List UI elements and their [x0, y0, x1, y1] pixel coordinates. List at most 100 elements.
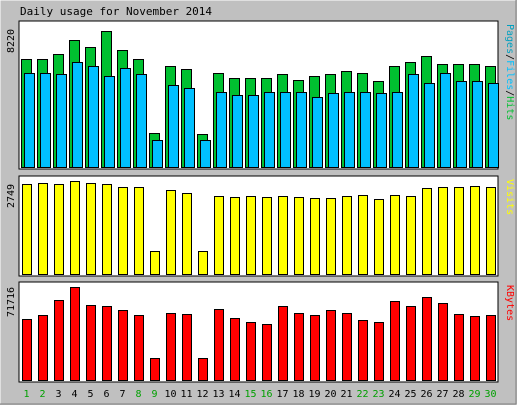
- legend-part: KBytes: [504, 285, 515, 321]
- visits-bar: [54, 184, 64, 275]
- files-bar: [408, 74, 419, 168]
- legend-part: Hits: [504, 96, 515, 120]
- x-tick-label: 20: [324, 389, 336, 400]
- kbytes-bar: [342, 313, 352, 381]
- kbytes-bar: [54, 300, 64, 381]
- kbytes-bar: [134, 315, 144, 381]
- visits-bar: [374, 199, 384, 275]
- files-bar: [264, 92, 275, 168]
- legend-part: /: [504, 54, 515, 60]
- visits-bar: [358, 195, 368, 275]
- x-tick-label: 14: [228, 389, 240, 400]
- x-tick-label: 28: [452, 389, 464, 400]
- files-bar: [440, 73, 451, 168]
- visits-bar: [198, 251, 208, 275]
- visits-bar: [422, 188, 432, 275]
- x-tick-label: 1: [23, 389, 29, 400]
- legend-part: Files: [504, 60, 515, 90]
- files-bar: [200, 140, 211, 168]
- visits-bar: [150, 251, 160, 275]
- visits-bar: [134, 187, 144, 275]
- visits-bar: [182, 193, 192, 275]
- files-bar: [216, 92, 227, 168]
- x-tick-label: 16: [260, 389, 272, 400]
- kbytes-bar: [278, 306, 288, 381]
- visits-bar: [230, 197, 240, 275]
- kbytes-bar: [102, 306, 112, 381]
- x-tick-label: 22: [356, 389, 368, 400]
- kbytes-bar: [486, 315, 496, 381]
- kbytes-bar: [454, 314, 464, 381]
- visits-bar: [102, 184, 112, 275]
- kbytes-bar: [182, 314, 192, 381]
- panel-kbytes: 71716 KBytes: [6, 281, 515, 383]
- kbytes-bar: [118, 310, 128, 381]
- legend-part: /: [504, 90, 515, 96]
- x-tick-label: 2: [39, 389, 45, 400]
- kbytes-bar: [470, 316, 480, 381]
- kbytes-bar: [310, 315, 320, 381]
- y-axis-max-label: 8220: [6, 29, 17, 53]
- x-tick-label: 7: [119, 389, 125, 400]
- legend-label: KBytes: [504, 285, 515, 321]
- files-bar: [488, 83, 499, 168]
- files-bar: [232, 95, 243, 168]
- visits-bar: [214, 196, 224, 275]
- x-tick-label: 29: [468, 389, 480, 400]
- x-axis-day-labels: 1 2 3 4 5 6 7 8 9 10 11 12 13 14 15 16 17 18 19 20 21 22 23 24 2…: [23, 389, 496, 400]
- kbytes-bar: [406, 306, 416, 381]
- x-tick-label: 19: [308, 389, 320, 400]
- x-tick-label: 21: [340, 389, 352, 400]
- kbytes-bar: [262, 324, 272, 381]
- files-bar: [168, 85, 179, 168]
- kbytes-bar: [438, 303, 448, 381]
- x-tick-label: 30: [484, 389, 496, 400]
- x-tick-label: 27: [436, 389, 448, 400]
- visits-bar: [86, 183, 96, 275]
- x-tick-label: 8: [135, 389, 141, 400]
- kbytes-bar: [374, 322, 384, 381]
- visits-bar: [38, 183, 48, 275]
- x-tick-label: 26: [420, 389, 432, 400]
- x-tick-label: 9: [151, 389, 157, 400]
- panel-frame: [18, 281, 499, 383]
- chart-title: Daily usage for November 2014: [20, 5, 212, 18]
- files-bar: [56, 74, 67, 168]
- x-tick-label: 23: [372, 389, 384, 400]
- visits-bar: [390, 195, 400, 275]
- visits-bar: [278, 196, 288, 275]
- x-tick-label: 6: [103, 389, 109, 400]
- visits-bar: [22, 184, 32, 275]
- visits-bar: [262, 197, 272, 275]
- files-bar: [376, 93, 387, 168]
- kbytes-bar: [166, 313, 176, 381]
- files-bar: [24, 73, 35, 168]
- files-bar: [280, 92, 291, 168]
- kbytes-bar: [230, 318, 240, 381]
- kbytes-bar: [22, 319, 32, 381]
- panel-frame: [18, 175, 499, 277]
- files-bar: [360, 92, 371, 168]
- files-bar: [424, 83, 435, 168]
- files-bar: [392, 92, 403, 168]
- files-bar: [328, 93, 339, 168]
- kbytes-bar: [70, 287, 80, 381]
- x-tick-label: 15: [244, 389, 256, 400]
- kbytes-bar: [390, 301, 400, 381]
- visits-bar: [438, 187, 448, 275]
- kbytes-bar: [326, 310, 336, 381]
- files-bar: [312, 97, 323, 168]
- x-tick-label: 25: [404, 389, 416, 400]
- legend-label: Pages/Files/Hits: [504, 24, 515, 120]
- x-tick-label: 24: [388, 389, 400, 400]
- files-bar: [456, 81, 467, 168]
- visits-bar: [486, 187, 496, 275]
- files-bar: [344, 92, 355, 168]
- y-axis-max-label: 2749: [6, 184, 17, 208]
- panel-visits: 2749 Visits: [6, 175, 515, 277]
- visits-bar: [118, 187, 128, 275]
- x-tick-label: 17: [276, 389, 288, 400]
- files-bar: [296, 92, 307, 168]
- files-bar: [136, 74, 147, 168]
